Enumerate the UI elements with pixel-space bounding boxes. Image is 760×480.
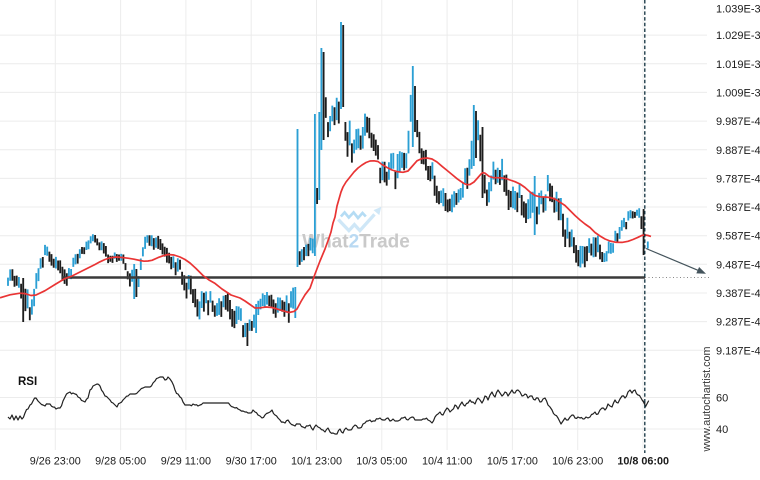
svg-text:9/28 05:00: 9/28 05:00 xyxy=(95,456,146,468)
svg-text:9.487E-4: 9.487E-4 xyxy=(716,259,760,271)
svg-text:9/26 23:00: 9/26 23:00 xyxy=(30,456,81,468)
svg-text:10/3 05:00: 10/3 05:00 xyxy=(356,456,407,468)
svg-text:10/1 23:00: 10/1 23:00 xyxy=(291,456,342,468)
svg-text:1.039E-3: 1.039E-3 xyxy=(716,4,760,16)
svg-text:10/8 06:00: 10/8 06:00 xyxy=(617,456,669,468)
svg-text:10/6 23:00: 10/6 23:00 xyxy=(552,456,603,468)
svg-text:9/29 11:00: 9/29 11:00 xyxy=(161,456,211,468)
svg-text:1.009E-3: 1.009E-3 xyxy=(716,87,760,99)
svg-text:www.autochartist.com: www.autochartist.com xyxy=(701,346,713,452)
svg-text:9.887E-4: 9.887E-4 xyxy=(716,145,760,157)
svg-text:9.787E-4: 9.787E-4 xyxy=(716,173,760,185)
svg-text:9/30 17:00: 9/30 17:00 xyxy=(226,456,277,468)
svg-text:RSI: RSI xyxy=(18,376,37,388)
svg-text:9.187E-4: 9.187E-4 xyxy=(716,345,760,357)
svg-text:9.987E-4: 9.987E-4 xyxy=(716,116,760,128)
svg-text:1.019E-3: 1.019E-3 xyxy=(716,59,760,71)
svg-text:60: 60 xyxy=(716,393,728,405)
svg-text:10/5 17:00: 10/5 17:00 xyxy=(487,456,538,468)
svg-text:What2Trade: What2Trade xyxy=(302,232,410,253)
svg-text:40: 40 xyxy=(716,424,728,436)
svg-text:9.687E-4: 9.687E-4 xyxy=(716,202,760,214)
svg-text:10/4 11:00: 10/4 11:00 xyxy=(422,456,472,468)
svg-text:9.287E-4: 9.287E-4 xyxy=(716,317,760,329)
svg-text:9.387E-4: 9.387E-4 xyxy=(716,288,760,300)
svg-text:9.587E-4: 9.587E-4 xyxy=(716,231,760,243)
svg-text:1.029E-3: 1.029E-3 xyxy=(716,30,760,42)
